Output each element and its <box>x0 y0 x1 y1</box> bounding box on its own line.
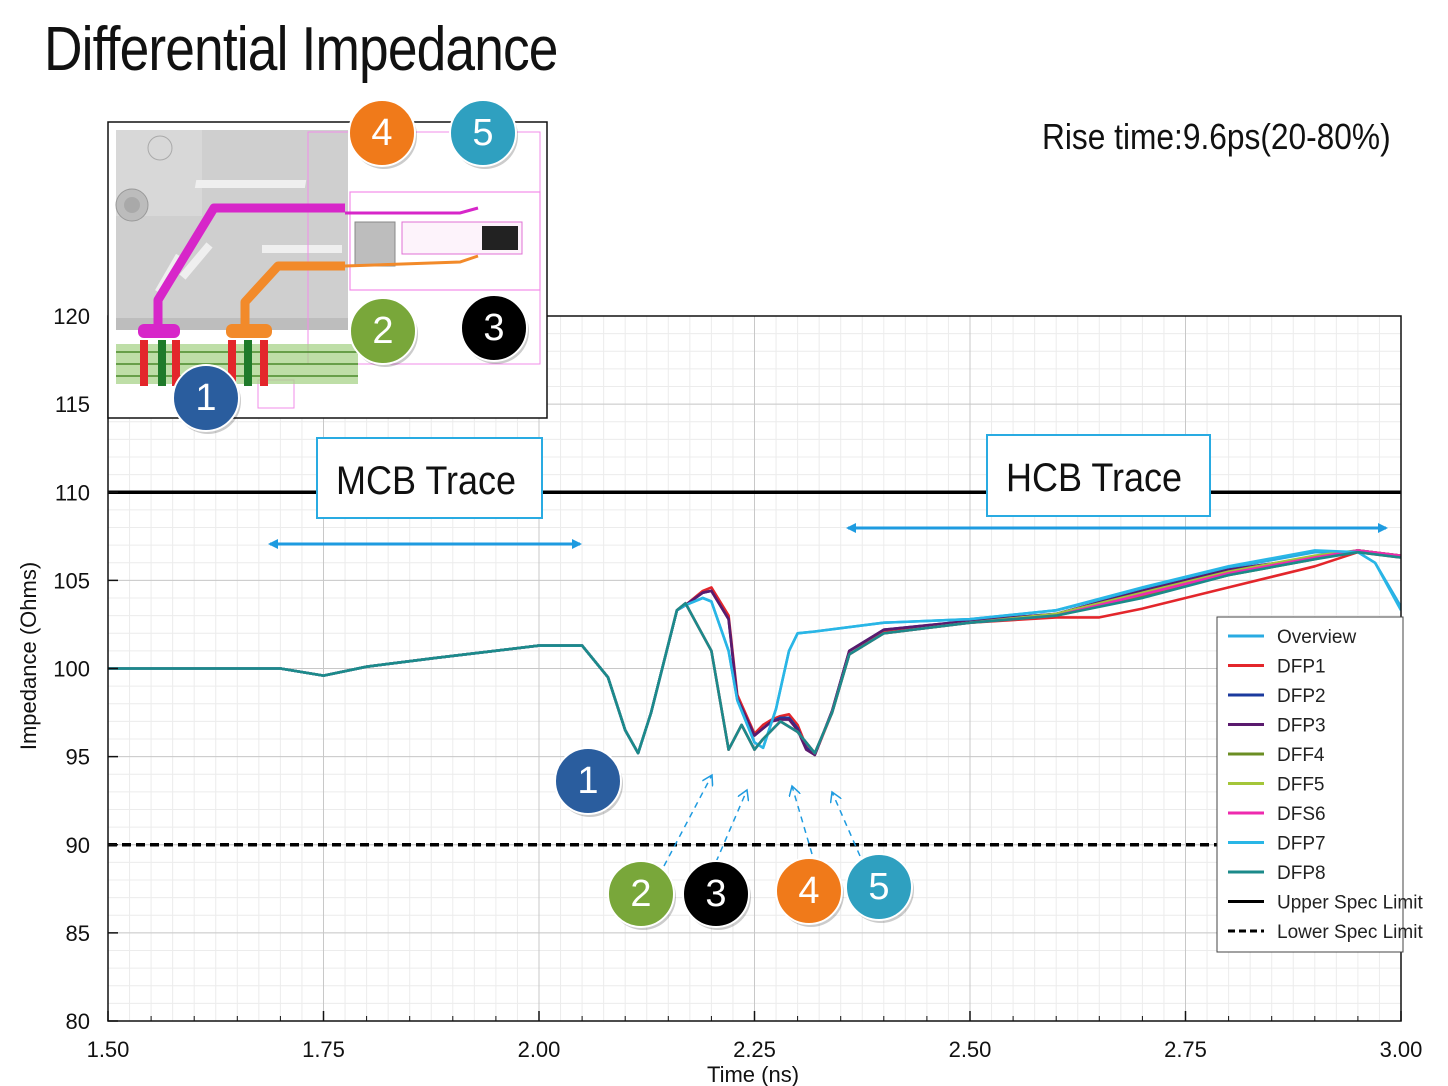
badge-number: 5 <box>868 866 889 908</box>
legend-label: DFS6 <box>1277 804 1326 825</box>
badge-3: 3 <box>682 860 751 930</box>
pointer-arrow-3 <box>715 790 747 863</box>
series-line-dfp8 <box>108 550 1401 755</box>
connector-layout-inset <box>107 121 548 419</box>
badge-5: 5 <box>449 99 518 169</box>
legend-label: DFP3 <box>1277 716 1326 737</box>
hcb-trace-annotation: HCB Trace <box>846 434 1388 533</box>
pointer-arrow-2 <box>663 775 712 867</box>
badge-2: 2 <box>607 860 676 930</box>
series-layer <box>108 549 1401 757</box>
x-tick-label: 1.50 <box>87 1037 130 1062</box>
chart-grid <box>107 315 1402 1022</box>
y-tick-label: 85 <box>66 921 90 946</box>
pointer-arrows <box>663 775 861 867</box>
legend-label: DFF5 <box>1277 775 1325 796</box>
badge-number: 5 <box>472 112 493 154</box>
pointer-arrow-5 <box>832 792 861 857</box>
legend: Overview DFP1 DFP2 DFP3 DFF4 DFF5 DFS6 DFP7 DFP8… <box>1216 616 1423 953</box>
numbered-badges: 4 5 2 3 1 1 2 3 4 5 <box>172 99 914 930</box>
axis-labels: 1.50 1.75 2.00 2.25 2.50 2.75 3.00 80 85 90 95 100 1… <box>53 304 1422 1062</box>
y-tick-label: 100 <box>53 657 90 682</box>
mcb-trace-label: MCB Trace <box>336 459 516 503</box>
badge-number: 2 <box>372 310 393 352</box>
mcb-trace-annotation: MCB Trace <box>268 437 582 549</box>
badge-4: 4 <box>775 857 844 927</box>
badge-number: 4 <box>371 112 392 154</box>
legend-label: DFF4 <box>1277 745 1325 766</box>
hcb-trace-label: HCB Trace <box>1006 456 1182 500</box>
y-tick-label: 90 <box>66 833 90 858</box>
x-tick-label: 2.75 <box>1164 1037 1207 1062</box>
badge-number: 3 <box>705 873 726 915</box>
y-tick-label: 95 <box>66 745 90 770</box>
legend-label: DFP1 <box>1277 657 1326 678</box>
x-axis-title: Time (ns) <box>707 1062 799 1086</box>
badge-number: 1 <box>195 377 216 419</box>
legend-label: DFP2 <box>1277 686 1326 707</box>
y-tick-label: 105 <box>53 568 90 593</box>
badge-1: 1 <box>172 364 241 434</box>
legend-label: Lower Spec Limit <box>1277 922 1423 943</box>
badge-1: 1 <box>554 747 623 817</box>
legend-label: DFP8 <box>1277 863 1326 884</box>
badge-3: 3 <box>460 294 529 364</box>
x-tick-label: 2.50 <box>949 1037 992 1062</box>
rise-time-label: Rise time:9.6ps(20-80%) <box>1042 116 1391 157</box>
badge-number: 4 <box>798 870 819 912</box>
x-tick-label: 3.00 <box>1380 1037 1423 1062</box>
y-axis-title: Impedance (Ohms) <box>16 562 41 750</box>
badge-2: 2 <box>349 297 418 367</box>
x-tick-label: 1.75 <box>302 1037 345 1062</box>
badge-number: 3 <box>483 307 504 349</box>
y-tick-label: 110 <box>55 480 90 505</box>
y-tick-label: 115 <box>55 392 90 417</box>
badge-5: 5 <box>845 853 914 923</box>
badge-number: 1 <box>577 760 598 802</box>
badge-number: 2 <box>630 873 651 915</box>
y-tick-label: 120 <box>53 304 90 329</box>
pointer-arrow-4 <box>792 786 813 855</box>
legend-label: DFP7 <box>1277 834 1326 855</box>
page-title: Differential Impedance <box>44 15 558 84</box>
legend-label: Upper Spec Limit <box>1277 893 1423 914</box>
badge-4: 4 <box>348 99 417 169</box>
y-tick-label: 80 <box>66 1009 90 1034</box>
legend-label: Overview <box>1277 627 1356 648</box>
x-tick-label: 2.25 <box>733 1037 776 1062</box>
x-tick-label: 2.00 <box>518 1037 561 1062</box>
